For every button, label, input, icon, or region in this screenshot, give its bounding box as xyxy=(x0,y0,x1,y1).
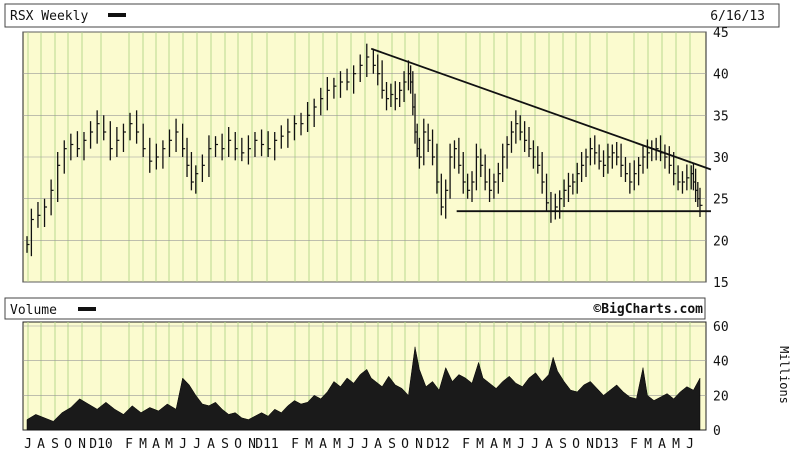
x-axis-label: F xyxy=(291,437,299,452)
x-axis-label: A xyxy=(319,437,327,452)
x-axis-label: M xyxy=(333,437,341,452)
price-legend-swatch xyxy=(108,13,126,17)
x-axis-label: N xyxy=(586,437,594,452)
x-axis-label: J xyxy=(193,437,201,452)
x-axis-label: A xyxy=(37,437,45,452)
watermark: ©BigCharts.com xyxy=(593,302,703,317)
x-axis-label: S xyxy=(388,437,396,452)
x-axis-label: A xyxy=(152,437,160,452)
x-axis-label: J xyxy=(517,437,525,452)
x-axis-label: A xyxy=(545,437,553,452)
x-axis-label: M xyxy=(644,437,652,452)
x-axis-label: A xyxy=(658,437,666,452)
x-axis-label: M xyxy=(672,437,680,452)
x-axis-label: A xyxy=(207,437,215,452)
volume-ylabel: Millions xyxy=(777,346,791,404)
x-axis-label: J xyxy=(361,437,369,452)
x-axis-label: F xyxy=(630,437,638,452)
x-axis-label: S xyxy=(221,437,229,452)
volume-ytick-label: 60 xyxy=(713,320,729,335)
x-axis-label: M xyxy=(139,437,147,452)
price-ytick-label: 35 xyxy=(713,109,729,124)
price-ytick-label: 45 xyxy=(713,26,729,41)
x-axis-label: D10 xyxy=(89,437,112,452)
x-axis-label: A xyxy=(374,437,382,452)
x-axis-label: O xyxy=(572,437,580,452)
x-axis-label: M xyxy=(476,437,484,452)
x-axis-label: O xyxy=(401,437,409,452)
x-axis-labels: J A S O N D10 F M A M J J A S O N D11 F M A M J J A S O N D12 F M A M J J… xyxy=(24,437,694,452)
x-axis-label: O xyxy=(64,437,72,452)
x-axis-label: D13 xyxy=(595,437,618,452)
volume-ytick-label: 20 xyxy=(713,389,729,404)
volume-header-bar xyxy=(4,297,706,320)
x-axis-label: S xyxy=(559,437,567,452)
x-axis-label: D11 xyxy=(255,437,278,452)
volume-area xyxy=(26,346,701,431)
x-axis-label: D12 xyxy=(426,437,449,452)
price-y-axis: 15 20 25 30 35 40 45 xyxy=(713,26,729,291)
volume-ytick-label: 40 xyxy=(713,355,729,370)
x-axis-label: M xyxy=(165,437,173,452)
x-axis-label: M xyxy=(305,437,313,452)
x-axis-label: J xyxy=(347,437,355,452)
price-ytick-label: 30 xyxy=(713,151,729,166)
price-trendlines xyxy=(370,47,712,213)
price-ytick-label: 25 xyxy=(713,193,729,208)
volume-ytick-label: 0 xyxy=(713,424,721,439)
x-axis-label: S xyxy=(51,437,59,452)
x-axis-label: J xyxy=(686,437,694,452)
x-axis-label: N xyxy=(78,437,86,452)
price-date: 6/16/13 xyxy=(710,9,765,24)
x-axis-label: O xyxy=(234,437,242,452)
x-axis-label: M xyxy=(503,437,511,452)
x-axis-label: J xyxy=(531,437,539,452)
price-bars xyxy=(26,43,703,257)
x-axis-label: N xyxy=(415,437,423,452)
price-header-bar xyxy=(4,3,780,28)
price-ytick-label: 15 xyxy=(713,276,729,291)
price-grid xyxy=(23,31,706,283)
trendline xyxy=(370,47,712,171)
volume-y-axis: 0 20 40 60 xyxy=(713,320,729,439)
price-ytick-label: 40 xyxy=(713,68,729,83)
x-axis-label: F xyxy=(125,437,133,452)
price-title: RSX Weekly xyxy=(10,9,88,24)
x-axis-label: J xyxy=(179,437,187,452)
price-ytick-label: 20 xyxy=(713,234,729,249)
x-axis-label: N xyxy=(248,437,256,452)
volume-title: Volume xyxy=(10,303,57,318)
x-axis-label: A xyxy=(490,437,498,452)
x-axis-label: J xyxy=(24,437,32,452)
volume-legend-swatch xyxy=(78,307,96,311)
x-axis-label: F xyxy=(462,437,470,452)
